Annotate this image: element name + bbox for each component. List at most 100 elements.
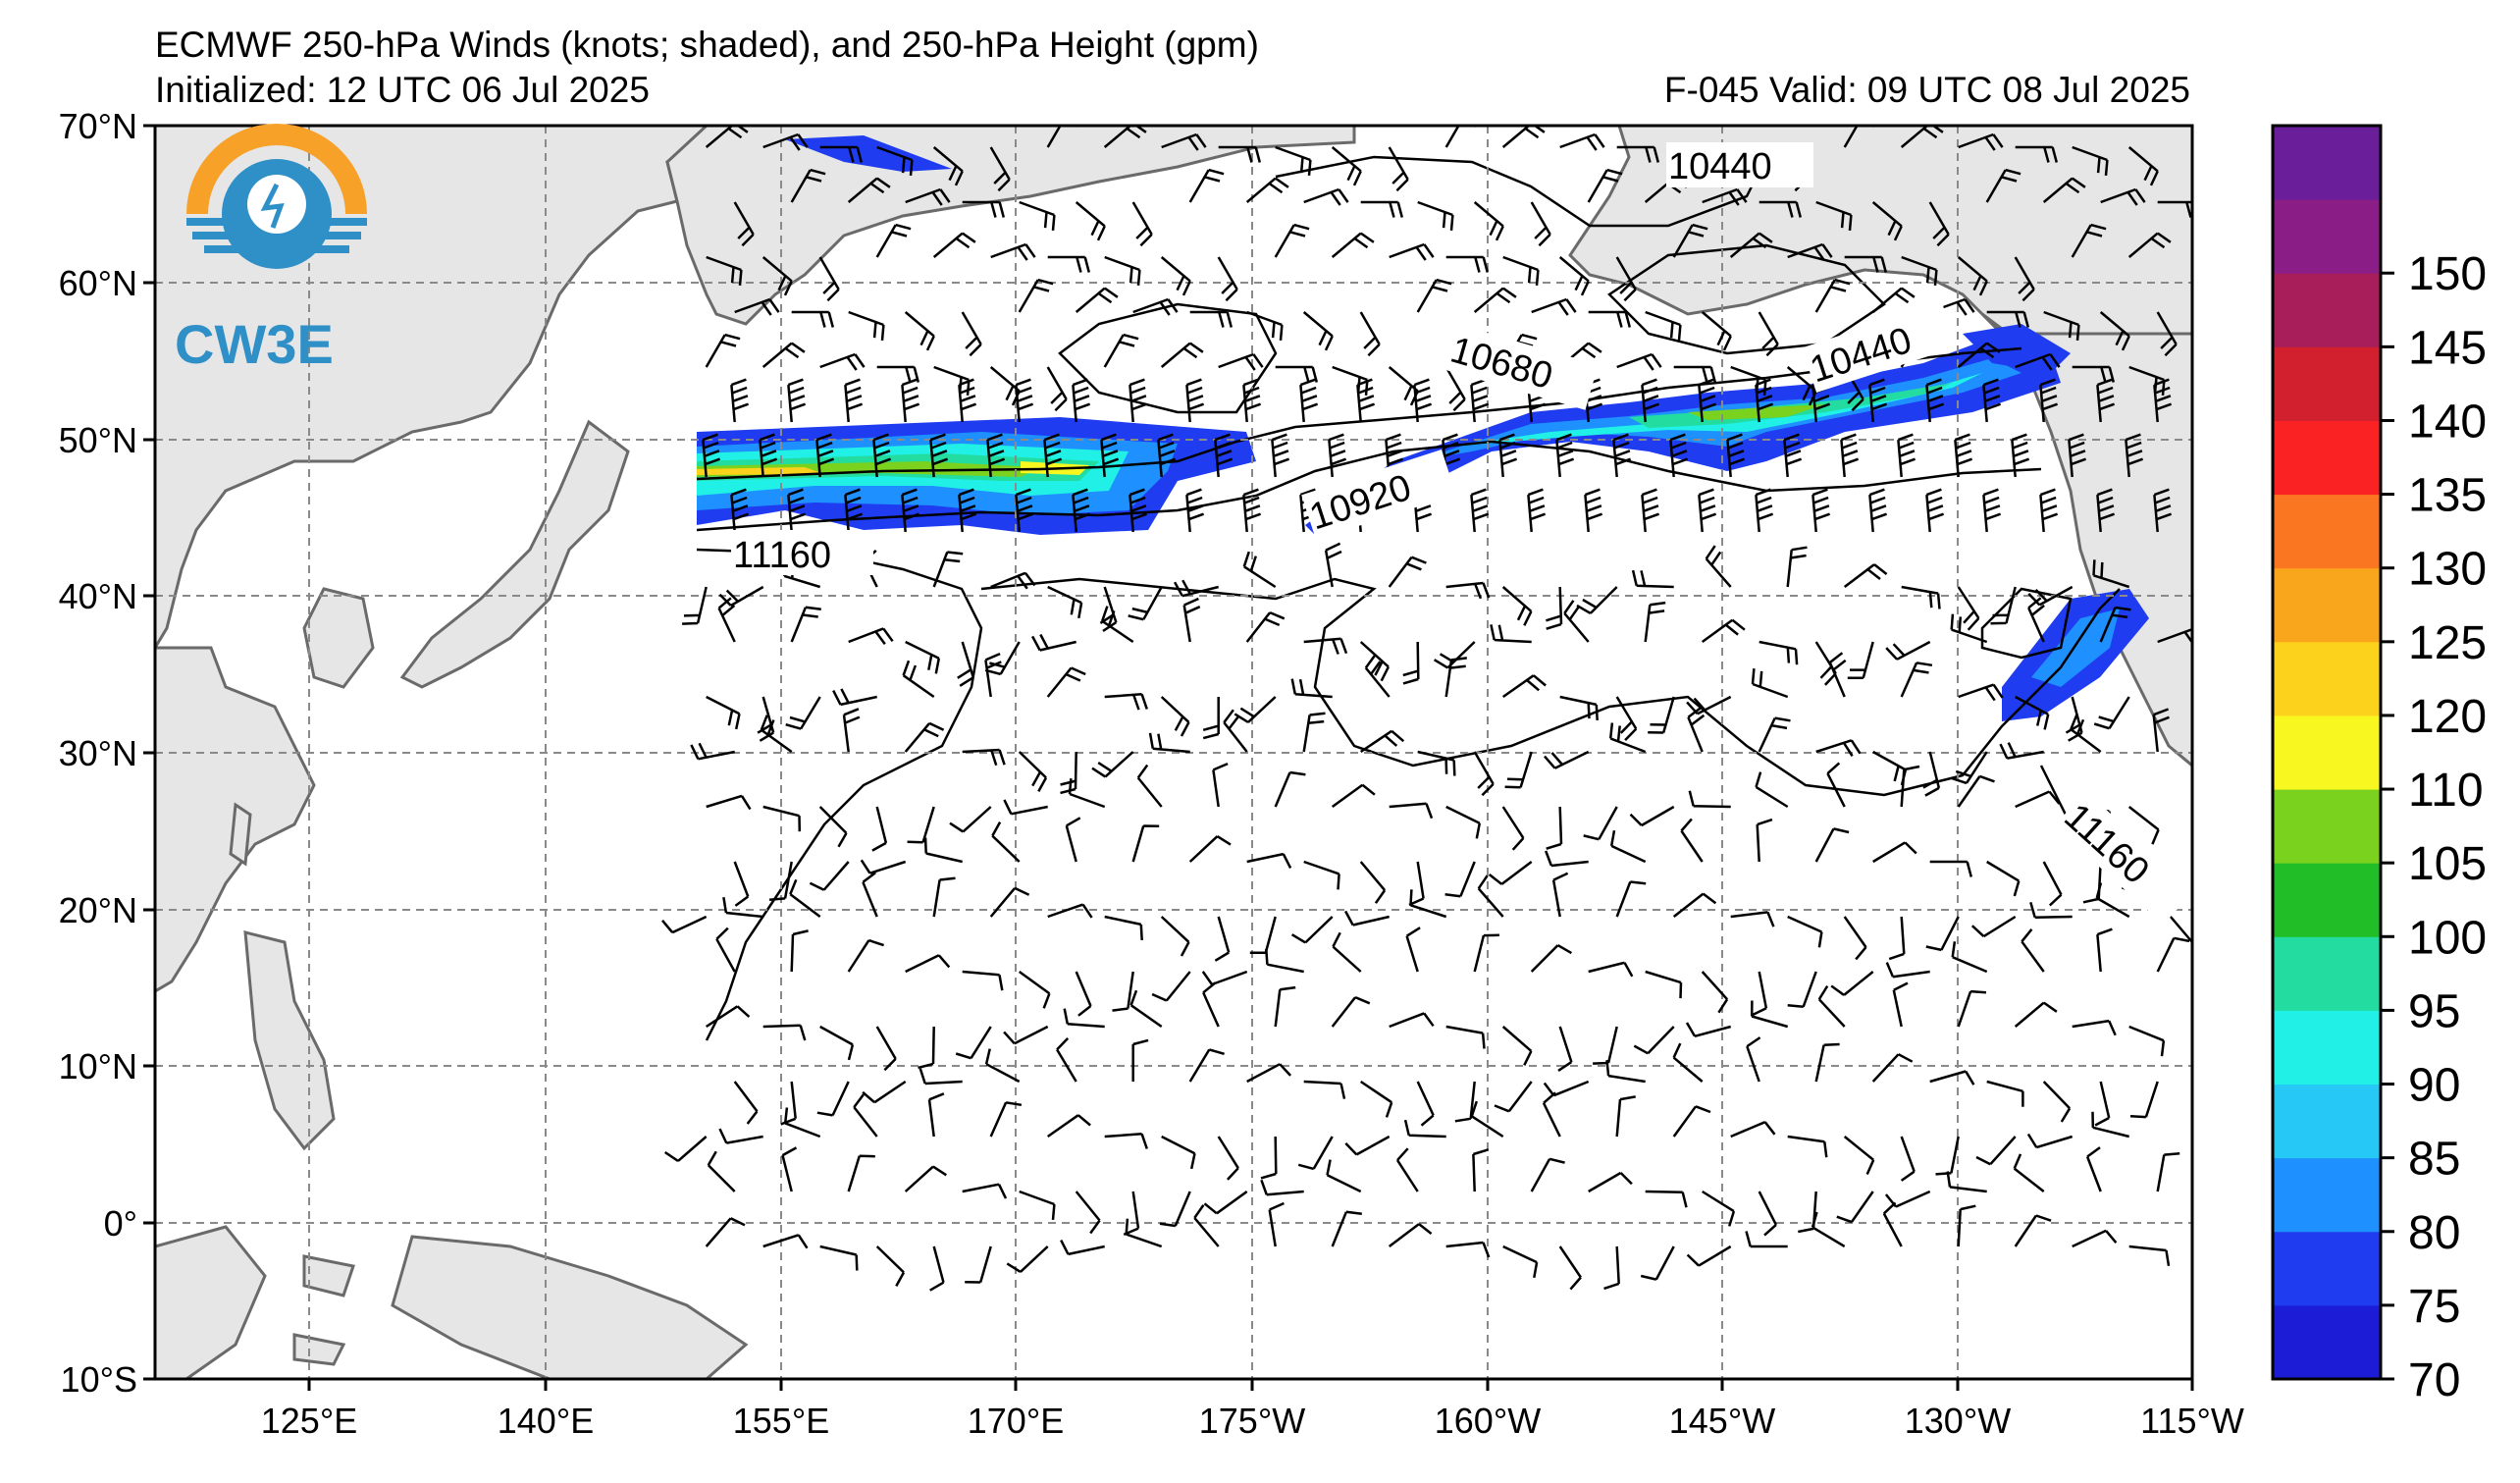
wind-barb bbox=[2039, 378, 2059, 423]
wind-barb bbox=[762, 805, 802, 832]
korea-land bbox=[302, 587, 375, 689]
wind-barb bbox=[2091, 1111, 2130, 1139]
wind-barb bbox=[1242, 378, 1262, 423]
colorbar-segment bbox=[2273, 1304, 2381, 1380]
wind-barb bbox=[2127, 232, 2172, 258]
wind-barb bbox=[990, 242, 1036, 261]
wind-barb bbox=[847, 177, 891, 203]
wind-barb bbox=[1490, 624, 1532, 644]
wind-barb bbox=[832, 688, 877, 707]
wind-barb bbox=[2026, 1133, 2074, 1149]
wind-barb bbox=[1975, 1136, 2017, 1166]
wind-barb bbox=[1928, 201, 1950, 247]
wind-barb bbox=[1047, 255, 1091, 273]
wind-barb bbox=[1417, 200, 1454, 232]
wind-barb bbox=[1246, 852, 1292, 869]
taiwan-land bbox=[229, 802, 252, 867]
wind-barb bbox=[1641, 488, 1660, 533]
wind-barb bbox=[1331, 1210, 1362, 1247]
wind-barb bbox=[1201, 970, 1248, 986]
wind-barb bbox=[1871, 1053, 1914, 1083]
colorbar-segment bbox=[2273, 346, 2381, 421]
wind-barb bbox=[715, 927, 736, 973]
wind-barb bbox=[1223, 709, 1248, 753]
wind-barb bbox=[962, 200, 1006, 218]
japan-land bbox=[399, 419, 630, 689]
wind-barb bbox=[2071, 223, 2107, 258]
lon-label: 130°W bbox=[1905, 1401, 2011, 1441]
wind-barb bbox=[1612, 433, 1632, 478]
wind-barb bbox=[929, 1245, 945, 1292]
cw3e-logo: CW3E bbox=[175, 124, 367, 375]
wind-barb bbox=[1218, 352, 1264, 371]
wind-barb bbox=[844, 488, 864, 533]
wind-barb bbox=[1416, 1081, 1435, 1127]
wind-barb bbox=[1364, 654, 1391, 698]
wind-barb bbox=[1544, 750, 1590, 769]
wind-barb bbox=[791, 310, 835, 328]
wind-barb bbox=[1882, 1201, 1903, 1247]
lon-label: 125°E bbox=[261, 1401, 357, 1441]
wind-barb bbox=[1188, 1048, 1225, 1083]
wind-barb bbox=[848, 310, 885, 342]
wind-barb bbox=[1359, 641, 1391, 682]
wind-barb bbox=[1445, 581, 1491, 600]
wind-barb bbox=[1332, 931, 1362, 973]
wind-barb bbox=[1616, 352, 1662, 371]
wind-barb bbox=[768, 861, 793, 902]
wind-barb bbox=[1245, 177, 1289, 203]
wind-barb bbox=[682, 586, 708, 625]
wind-barb bbox=[1274, 770, 1306, 808]
lat-labels: 70°N 60°N 50°N 40°N 30°N 20°N 10°N 0° 10… bbox=[59, 106, 137, 1400]
wind-barb bbox=[1672, 223, 1708, 258]
wind-barb bbox=[2096, 378, 2116, 423]
wind-barb bbox=[1188, 168, 1225, 203]
wind-barb bbox=[905, 640, 941, 674]
lon-label: 145°W bbox=[1669, 1401, 1775, 1441]
wind-barb bbox=[1901, 255, 1938, 287]
wind-barb bbox=[842, 708, 861, 753]
wind-barb bbox=[1542, 1091, 1561, 1138]
wind-barb bbox=[1615, 696, 1638, 741]
wind-barb bbox=[1249, 916, 1277, 954]
wind-barb bbox=[762, 1234, 809, 1249]
wind-barb bbox=[1828, 652, 1847, 698]
wind-barb bbox=[962, 748, 1006, 767]
wind-barb bbox=[1161, 1135, 1196, 1170]
wind-barb bbox=[2157, 200, 2192, 218]
wind-barb bbox=[1751, 971, 1768, 1017]
wind-barb bbox=[1416, 278, 1452, 313]
wind-barb bbox=[1473, 933, 1499, 973]
wind-barb bbox=[1811, 1211, 1846, 1248]
wind-barb bbox=[962, 970, 1004, 991]
wind-barb bbox=[1545, 850, 1589, 868]
lat-label: 20°N bbox=[59, 890, 137, 930]
wind-barb bbox=[690, 742, 735, 761]
wind-barb bbox=[1444, 861, 1476, 898]
new-guinea-land bbox=[391, 1235, 749, 1379]
wind-barb bbox=[962, 1183, 1008, 1199]
wind-barb bbox=[1672, 892, 1717, 918]
wind-barb bbox=[1075, 201, 1106, 241]
wind-barb bbox=[1970, 915, 2017, 938]
wind-barb bbox=[1131, 1038, 1149, 1082]
colorbar-label: 150 bbox=[2408, 248, 2487, 300]
wind-barb bbox=[1531, 297, 1577, 316]
wind-barb bbox=[1160, 256, 1191, 296]
wind-barb bbox=[2099, 606, 2131, 643]
wind-barb bbox=[1986, 1080, 2024, 1107]
lon-label: 140°E bbox=[498, 1401, 594, 1441]
wind-barb bbox=[1758, 311, 1779, 357]
wind-barb bbox=[1104, 1133, 1148, 1149]
wind-barb bbox=[2156, 936, 2190, 973]
wind-barb bbox=[1925, 378, 1945, 423]
colorbar-label: 140 bbox=[2408, 396, 2487, 448]
wind-barb bbox=[1868, 378, 1888, 423]
wind-barb bbox=[2128, 1245, 2171, 1266]
wind-barb bbox=[1745, 1231, 1788, 1248]
wind-barb bbox=[1473, 201, 1504, 241]
colorbar-label: 80 bbox=[2408, 1207, 2460, 1259]
wind-barb bbox=[2042, 861, 2063, 907]
wind-barb bbox=[1072, 378, 1091, 423]
